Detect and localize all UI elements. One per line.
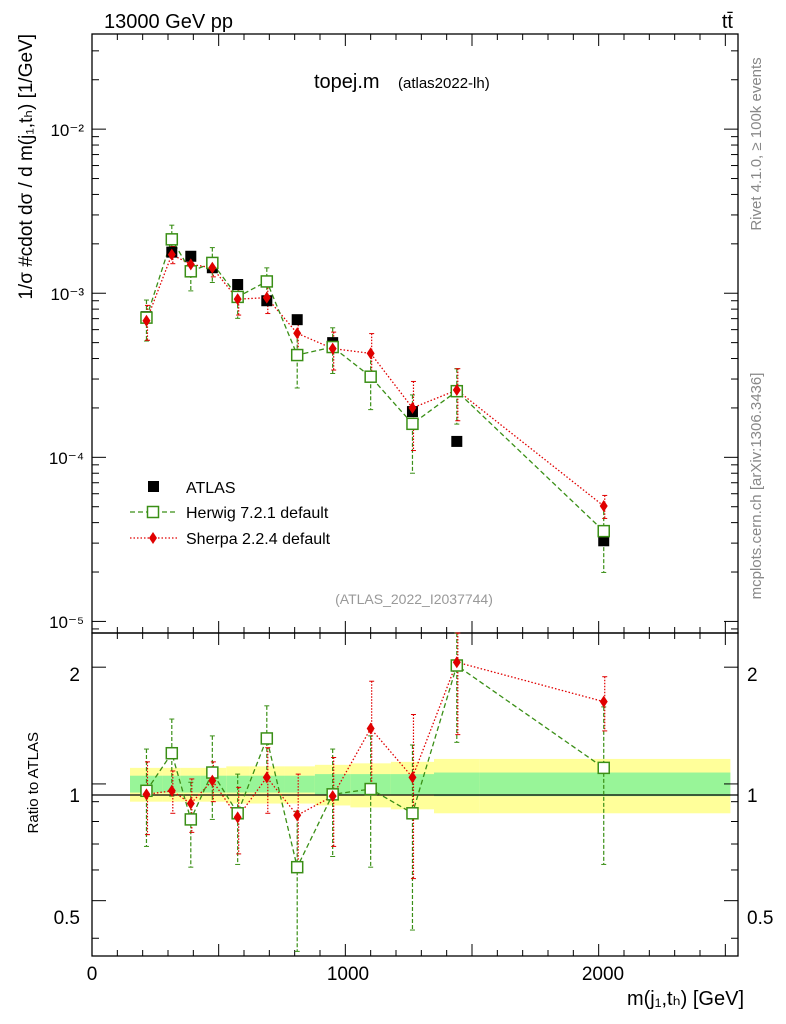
ratio-band-inner: [434, 772, 480, 797]
atlas-point: [185, 250, 197, 262]
sherpa-line: [145, 253, 605, 507]
ratio-ytick-label-right: 0.5: [747, 908, 773, 929]
ratio-ytick-label: 0.5: [54, 908, 80, 929]
ratio-band-inner: [249, 775, 285, 793]
sherpa-ratio-point: [408, 771, 417, 784]
main-ytick-label: 10⁻³: [50, 285, 84, 304]
plot-title: topej.m: [314, 71, 380, 93]
legend-sherpa-label: Sherpa 2.2.4 default: [186, 531, 331, 548]
xtick-label: 2000: [582, 964, 624, 985]
sherpa-point: [208, 261, 217, 274]
ratio-ytick-label: 1: [69, 786, 80, 807]
ratio-band-inner: [226, 775, 250, 793]
herwig-point: [597, 524, 610, 538]
legend-atlas-label: ATLAS: [186, 480, 236, 497]
herwig-ratio-point: [597, 761, 610, 775]
sherpa-ratio-point: [293, 809, 302, 822]
ratio-plot-frame: [91, 632, 739, 957]
beam-label: 13000 GeV pp: [104, 11, 233, 33]
sherpa-point: [293, 327, 302, 340]
sherpa-ratio-point: [262, 771, 271, 784]
herwig-ratio-point: [165, 746, 179, 760]
legend: ATLAS Herwig 7.2.1 default Sherpa 2.2.4 …: [130, 480, 331, 548]
herwig-ratio-point: [184, 813, 198, 826]
atlas-point: [232, 279, 244, 291]
sherpa-point: [599, 500, 608, 513]
herwig-ratio-point: [290, 860, 304, 874]
sherpa-ratio-point: [328, 790, 337, 803]
main-ytick-label: 10⁻⁴: [49, 449, 84, 468]
xtick-label: 0: [87, 964, 98, 985]
sherpa-point: [262, 291, 271, 304]
herwig-point: [406, 417, 419, 431]
sherpa-point: [328, 342, 337, 355]
ratio-band-inner: [130, 775, 163, 793]
herwig-ratio-point: [260, 732, 274, 745]
main-ytick-label: 10⁻⁵: [49, 613, 84, 632]
atlas-point: [291, 314, 303, 326]
sherpa-ratio-point: [186, 797, 195, 810]
sherpa-ratio-point: [208, 774, 217, 787]
legend-herwig-marker: [146, 505, 160, 519]
herwig-point: [165, 233, 179, 246]
side-label-rivet: Rivet 4.1.0, ≥ 100k events: [748, 57, 765, 230]
x-axis-label: m(j₁,tₕ) [GeV]: [627, 988, 744, 1010]
sherpa-ratio-point: [366, 722, 375, 735]
main-ytick-label: 10⁻²: [50, 121, 84, 140]
xtick-label: 1000: [327, 964, 369, 985]
atlas-point: [598, 535, 610, 547]
ratio-ytick-label: 2: [69, 665, 80, 686]
y-axis-label-ratio: Ratio to ATLAS: [25, 732, 42, 833]
herwig-ratio-point: [364, 782, 377, 796]
sherpa-point: [142, 314, 151, 327]
sherpa-point: [186, 258, 195, 271]
sherpa-ratio-point: [599, 695, 608, 708]
sherpa-point: [167, 248, 176, 261]
process-label: tt̄: [722, 11, 734, 33]
legend-sherpa-marker: [149, 532, 157, 544]
ratio-band-inner: [284, 775, 315, 793]
sherpa-point: [233, 293, 242, 306]
ratio-band-inner: [314, 774, 351, 795]
sherpa-ratio-point: [452, 656, 461, 669]
sherpa-ratio-point: [167, 784, 176, 797]
sherpa-ratio-point: [233, 811, 242, 824]
atlas-point: [451, 435, 463, 447]
side-label-site: mcplots.cern.ch [arXiv:1306.3436]: [748, 373, 765, 600]
sherpa-point: [366, 347, 375, 360]
sherpa-point: [408, 401, 417, 414]
herwig-point: [290, 348, 304, 362]
ratio-ytick-label-right: 1: [747, 786, 758, 807]
ratio-series: [140, 632, 610, 952]
herwig-ratio-point: [406, 807, 419, 820]
ratio-ytick-label-right: 2: [747, 665, 758, 686]
legend-atlas-marker: [148, 481, 159, 492]
sherpa-ratio-point: [142, 788, 151, 801]
main-series: [140, 224, 610, 573]
herwig-ratio-line: [145, 664, 605, 870]
axis-ticks: [91, 34, 738, 956]
ratio-band-inner: [479, 772, 731, 797]
y-axis-label-main: 1/σ #cdot dσ / d m(j₁,tₕ) [1/GeV]: [16, 34, 37, 300]
herwig-point: [364, 370, 377, 383]
herwig-point: [260, 275, 274, 288]
sherpa-point: [452, 384, 461, 397]
ratio-band-inner: [162, 775, 181, 793]
legend-herwig-label: Herwig 7.2.1 default: [186, 505, 329, 522]
analysis-id: (ATLAS_2022_I2037744): [335, 591, 493, 607]
plot-subtitle: (atlas2022-lh): [398, 75, 490, 92]
